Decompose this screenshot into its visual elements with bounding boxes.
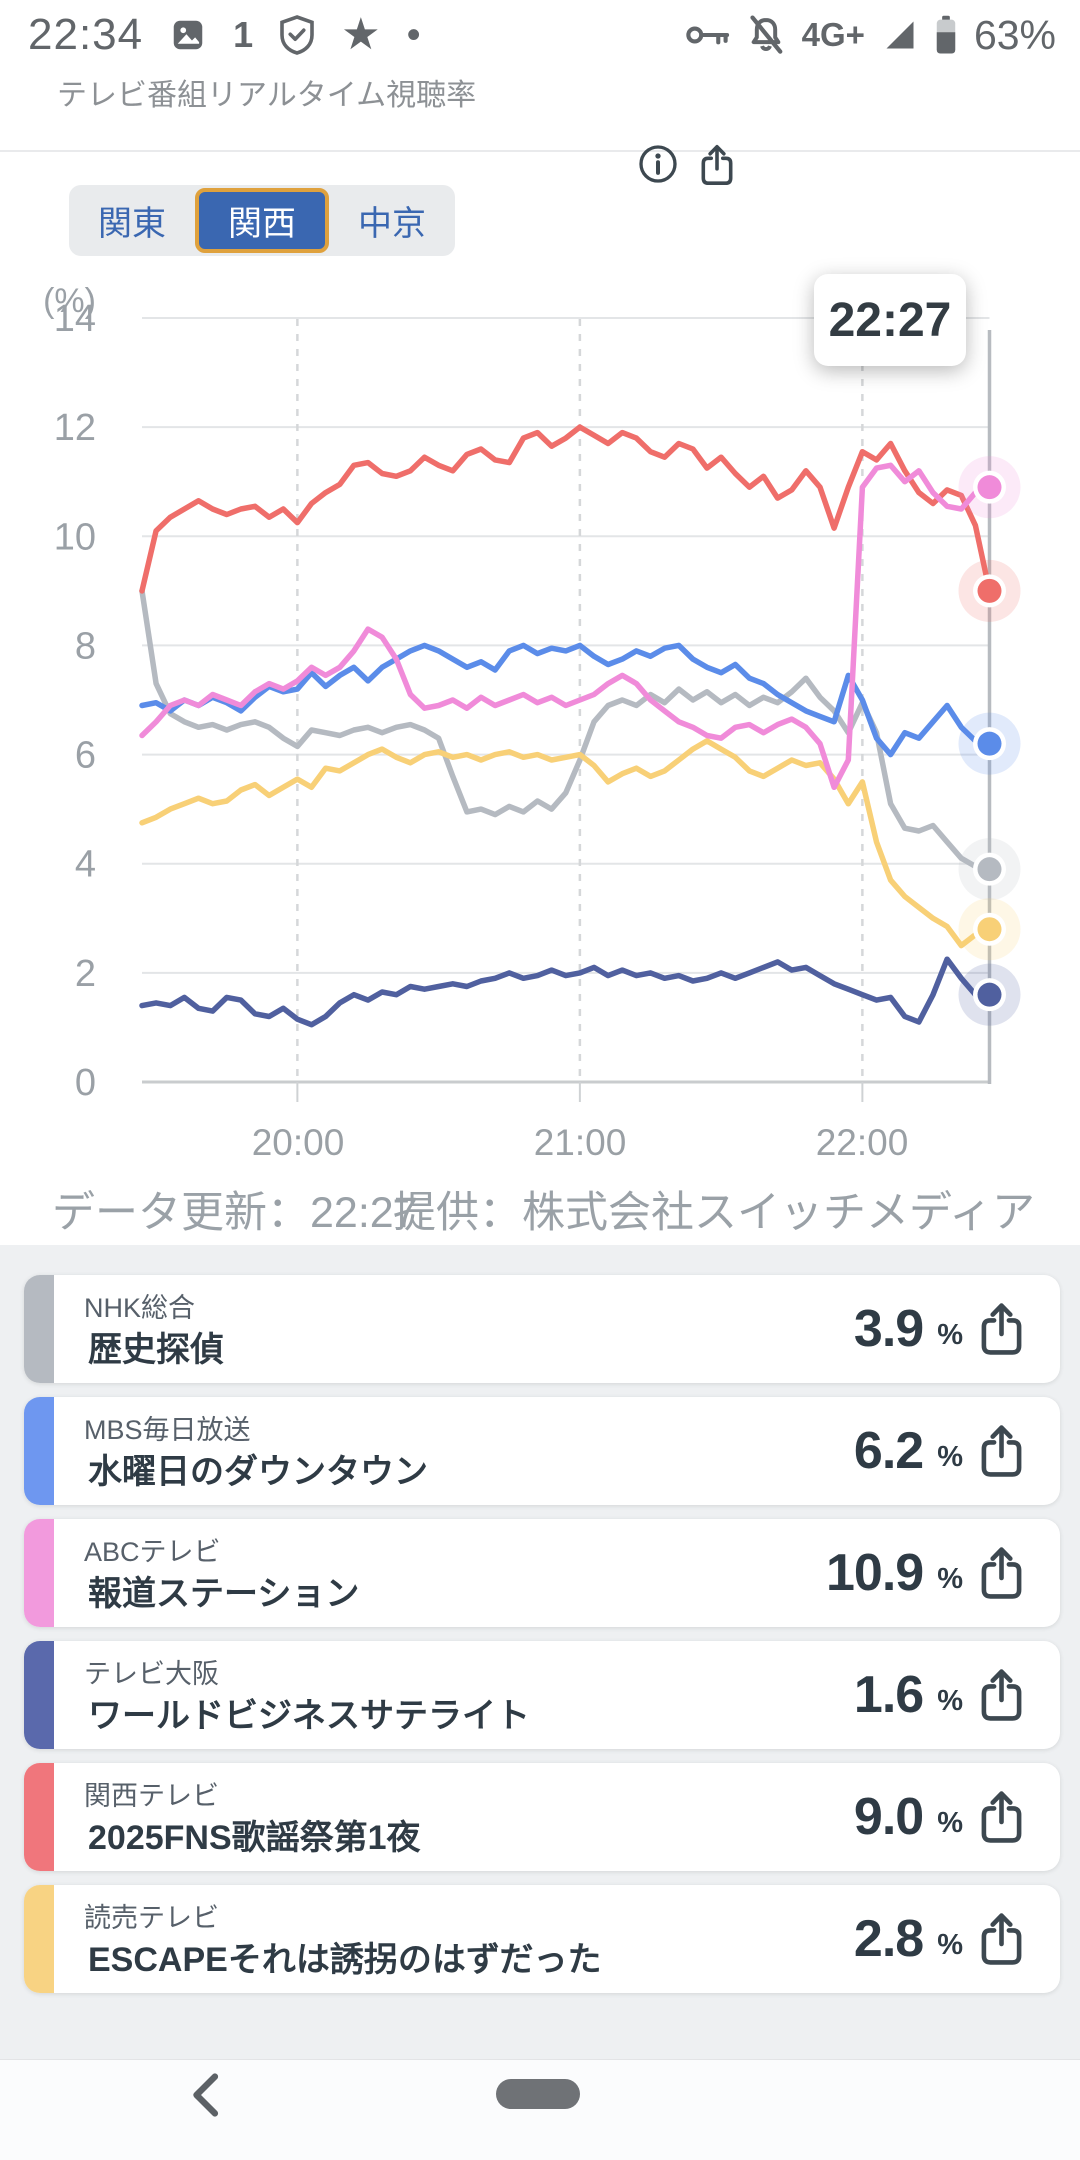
- share-icon[interactable]: [977, 1668, 1026, 1722]
- svg-text:10: 10: [54, 516, 96, 558]
- share-icon[interactable]: [977, 1302, 1026, 1356]
- svg-text:2: 2: [75, 953, 96, 995]
- program-title: 歴史探偵: [88, 1331, 224, 1369]
- svg-text:8: 8: [75, 625, 96, 667]
- percent-unit: %: [937, 1806, 963, 1839]
- svg-text:4: 4: [75, 844, 96, 886]
- station-name: NHK総合: [84, 1293, 196, 1323]
- header-divider: [0, 150, 1080, 152]
- rating-value: 2.8: [853, 1910, 924, 1968]
- list-item-tvo[interactable]: テレビ大阪 ワールドビジネスサテライト 1.6 %: [24, 1641, 1060, 1749]
- list-item-abc[interactable]: ABCテレビ 報道ステーション 10.9 %: [24, 1519, 1060, 1627]
- share-icon[interactable]: [977, 1912, 1026, 1966]
- tab-kanto[interactable]: 関東: [98, 205, 166, 243]
- data-provider-label: 提供：株式会社スイッチメディア: [393, 1189, 1035, 1237]
- time-cursor-tooltip: 22:27: [814, 274, 966, 366]
- battery-icon: [935, 15, 957, 55]
- list-item-yomiuri-tv[interactable]: 読売テレビ ESCAPEそれは誘拐のはずだった 2.8 %: [24, 1885, 1060, 1993]
- key-icon: [685, 22, 730, 48]
- system-nav-bar: [0, 2060, 1080, 2160]
- status-bar: 22:34 1 ★ • 4G+ 63%: [0, 0, 1080, 64]
- svg-text:14: 14: [54, 298, 96, 340]
- svg-text:0: 0: [75, 1062, 96, 1104]
- x-tick-20: 20:00: [251, 1122, 345, 1163]
- percent-unit: %: [937, 1318, 963, 1351]
- rating-value: 1.6: [853, 1666, 924, 1724]
- photo-icon: [169, 16, 207, 54]
- program-title: ワールドビジネスサテライト: [88, 1697, 530, 1735]
- channel-color-bar: [24, 1275, 54, 1383]
- info-icon[interactable]: [638, 144, 678, 186]
- program-title: 報道ステーション: [88, 1575, 360, 1613]
- rating-value: 3.9: [853, 1300, 924, 1358]
- svg-text:12: 12: [54, 407, 96, 449]
- chart-actions: [638, 144, 1038, 186]
- network-type-label: 4G+: [801, 16, 865, 53]
- svg-text:6: 6: [75, 735, 96, 777]
- percent-unit: %: [937, 1684, 963, 1717]
- channel-color-bar: [24, 1519, 54, 1627]
- channel-color-bar: [24, 1763, 54, 1871]
- station-name: テレビ大阪: [84, 1659, 219, 1689]
- station-name: 読売テレビ: [84, 1903, 219, 1933]
- shield-check-icon: [279, 15, 315, 55]
- x-tick-22: 22:00: [815, 1122, 909, 1163]
- channel-color-bar: [24, 1885, 54, 1993]
- rating-value: 9.0: [853, 1788, 924, 1846]
- percent-unit: %: [937, 1440, 963, 1473]
- star-icon: ★: [341, 10, 381, 59]
- list-item-kansai-tv[interactable]: 関西テレビ 2025FNS歌謡祭第1夜 9.0 %: [24, 1763, 1060, 1871]
- x-tick-21: 21:00: [533, 1122, 627, 1163]
- percent-unit: %: [937, 1928, 963, 1961]
- station-name: ABCテレビ: [84, 1537, 221, 1567]
- svg-text:(%): (%): [43, 282, 96, 320]
- channel-color-bar: [24, 1397, 54, 1505]
- battery-percent-label: 63%: [973, 11, 1056, 58]
- page-title: テレビ番組リアルタイム視聴率: [57, 79, 477, 112]
- list-item-mbs[interactable]: MBS毎日放送 水曜日のダウンタウン 6.2 %: [24, 1397, 1060, 1505]
- program-title: 水曜日のダウンタウン: [88, 1453, 428, 1491]
- tab-chukyo[interactable]: 中京: [358, 205, 426, 243]
- back-icon[interactable]: [188, 2072, 222, 2118]
- list-item-nhk[interactable]: NHK総合 歴史探偵 3.9 %: [24, 1275, 1060, 1383]
- tab-kansai[interactable]: 関西: [195, 188, 329, 253]
- dot-icon: •: [406, 13, 421, 57]
- share-icon[interactable]: [977, 1424, 1026, 1478]
- signal-icon: [882, 17, 918, 53]
- share-icon[interactable]: [698, 144, 736, 186]
- ratings-line-chart[interactable]: 0 2 4 6 8 10 12 14(%): [0, 270, 1080, 1140]
- one-badge-icon: 1: [233, 14, 254, 55]
- rating-value: 10.9: [825, 1544, 924, 1602]
- percent-unit: %: [937, 1562, 963, 1595]
- status-clock: 22:34: [28, 10, 144, 59]
- program-title: 2025FNS歌謡祭第1夜: [88, 1819, 421, 1857]
- data-updated-label: データ更新：22:27: [52, 1189, 418, 1237]
- home-pill[interactable]: [496, 2079, 580, 2109]
- share-icon[interactable]: [977, 1546, 1026, 1600]
- station-name: 関西テレビ: [84, 1781, 219, 1811]
- channel-color-bar: [24, 1641, 54, 1749]
- program-title: ESCAPEそれは誘拐のはずだった: [88, 1941, 602, 1979]
- notifications-off-icon: [747, 15, 785, 55]
- region-tab-group: 関東 関西 中京: [69, 185, 455, 256]
- rating-value: 6.2: [853, 1422, 924, 1480]
- station-name: MBS毎日放送: [84, 1415, 251, 1445]
- share-icon[interactable]: [977, 1790, 1026, 1844]
